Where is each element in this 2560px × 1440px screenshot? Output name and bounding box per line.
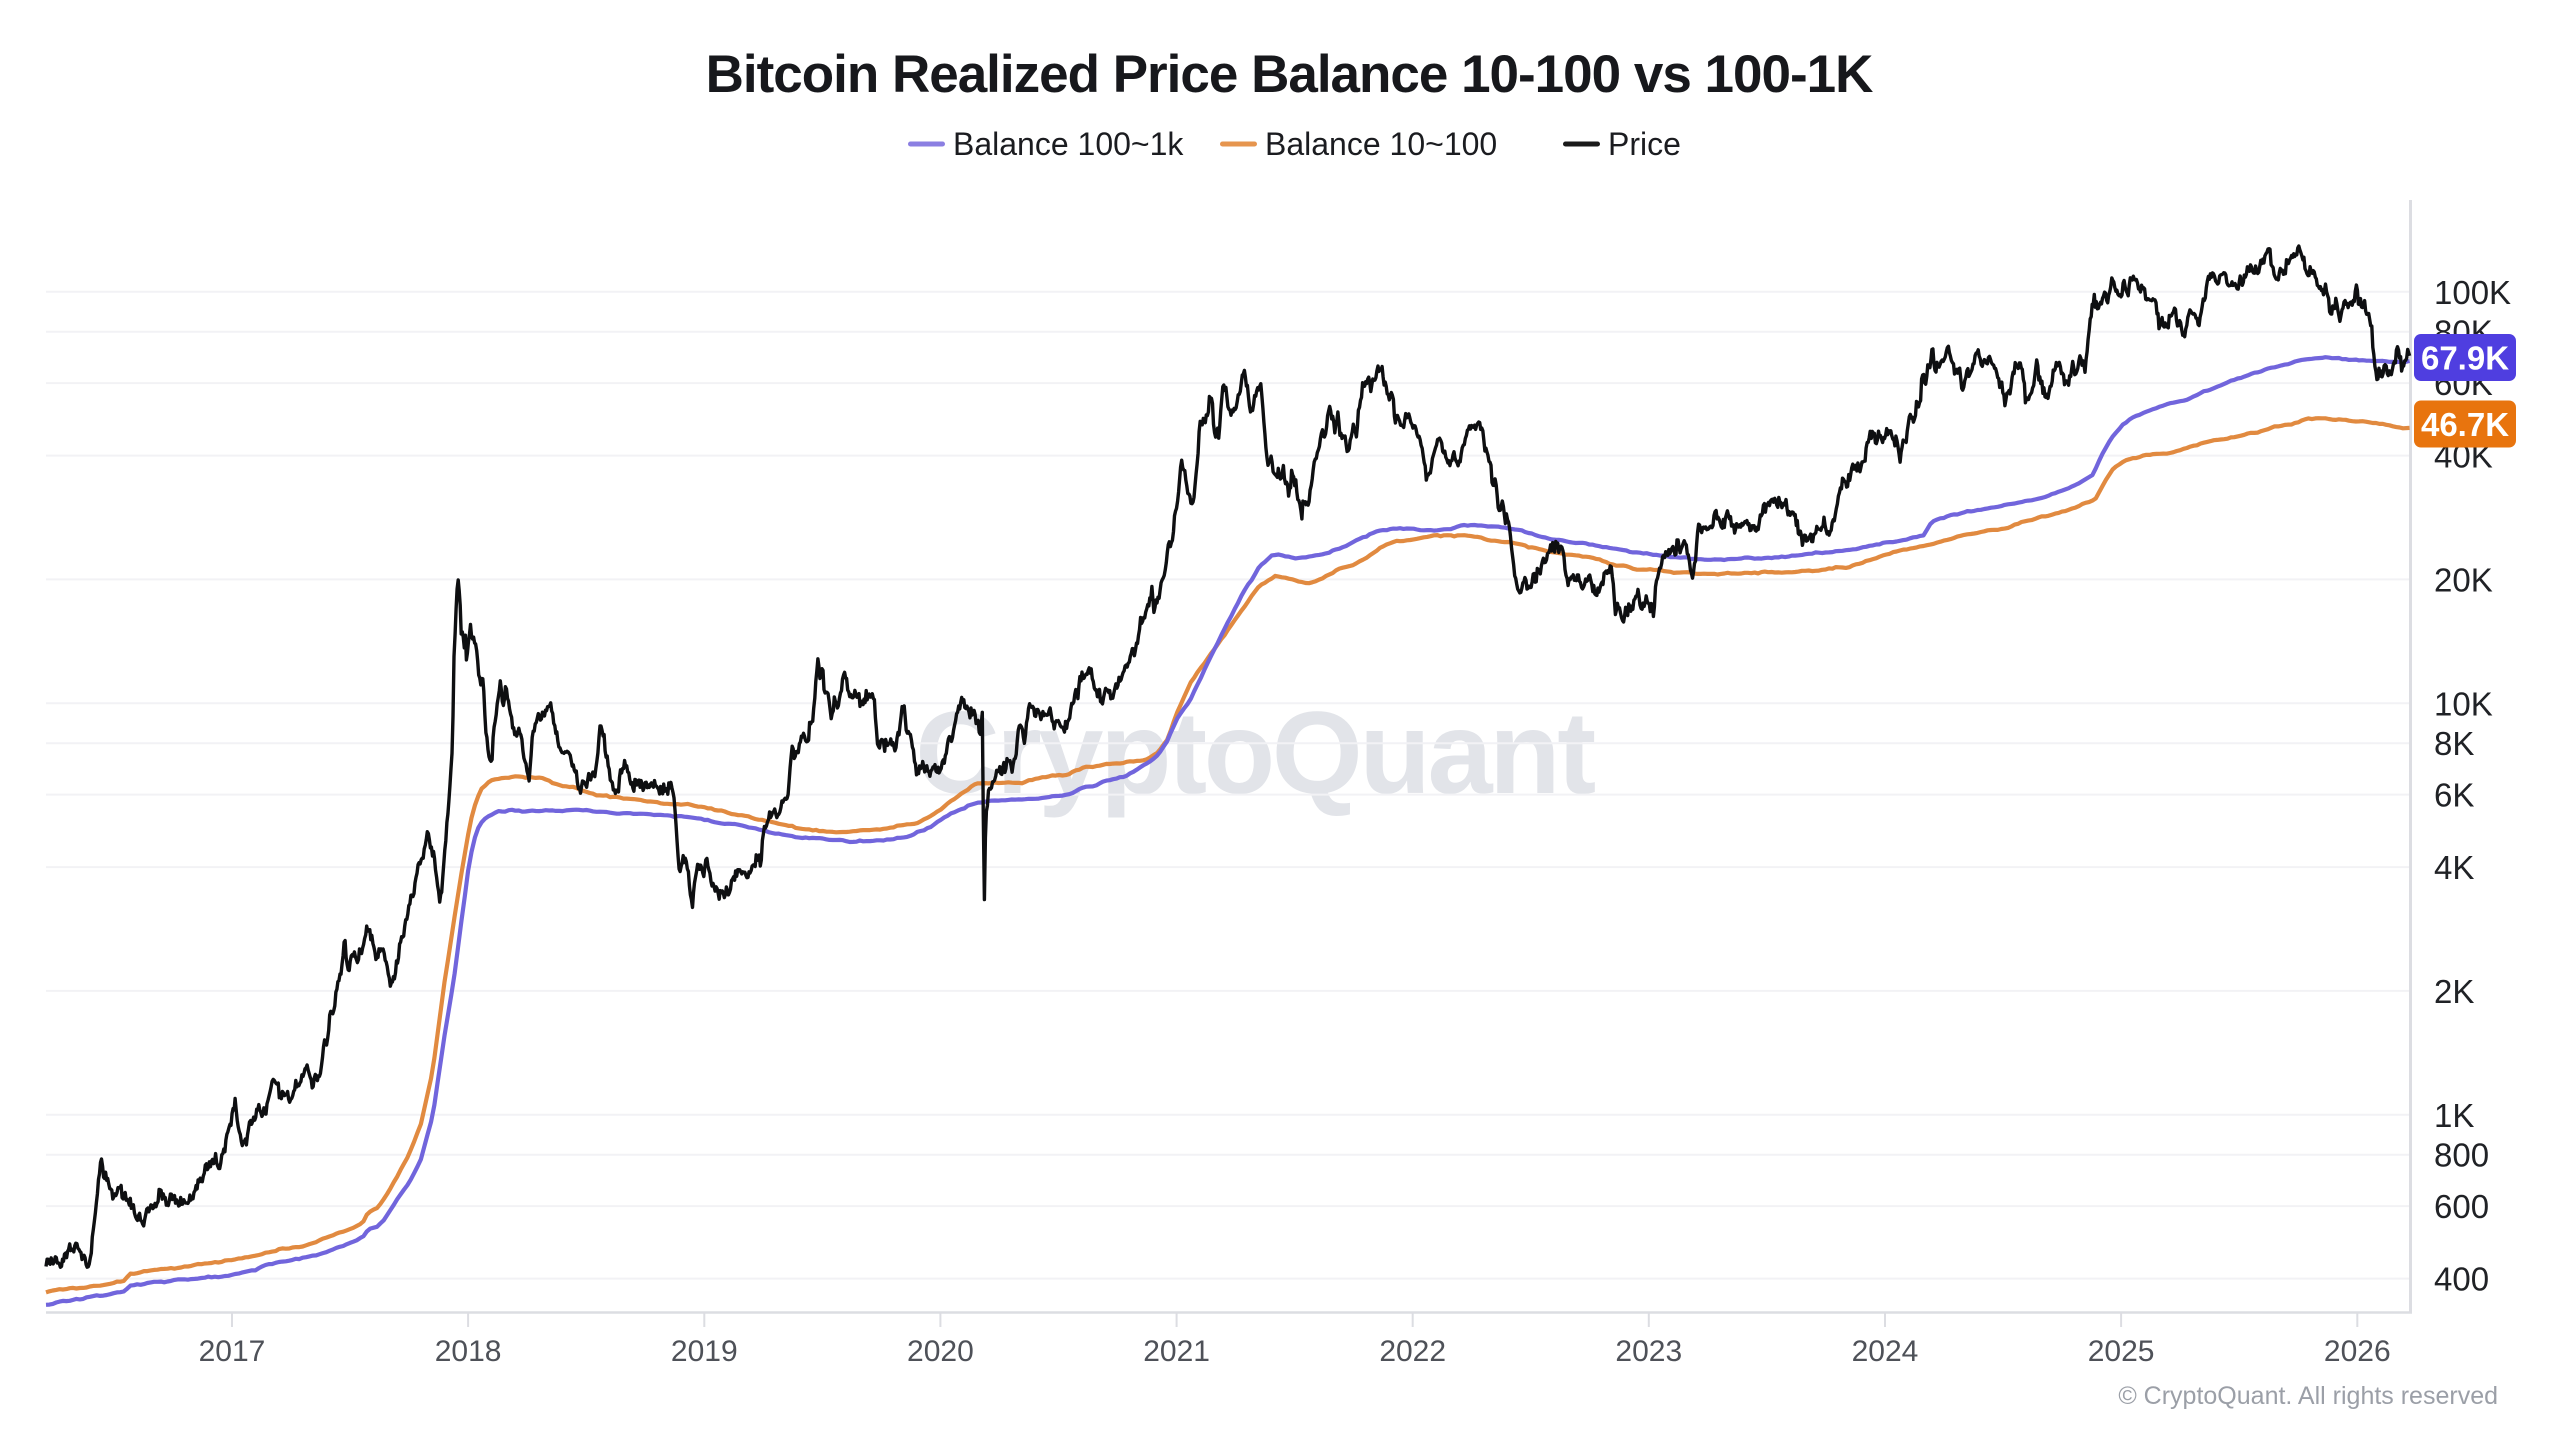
svg-text:20K: 20K [2434, 561, 2493, 598]
svg-text:400: 400 [2434, 1261, 2489, 1298]
svg-text:2023: 2023 [1615, 1335, 1682, 1368]
svg-text:Bitcoin Realized Price Balance: Bitcoin Realized Price Balance 10-100 vs… [706, 45, 1873, 104]
svg-text:8K: 8K [2434, 725, 2474, 762]
svg-text:2017: 2017 [199, 1335, 266, 1368]
svg-text:2026: 2026 [2324, 1335, 2391, 1368]
svg-text:© CryptoQuant. All rights rese: © CryptoQuant. All rights reserved [2118, 1382, 2498, 1410]
svg-text:2019: 2019 [671, 1335, 738, 1368]
svg-text:2022: 2022 [1379, 1335, 1446, 1368]
svg-text:600: 600 [2434, 1188, 2489, 1225]
svg-text:Price: Price [1608, 126, 1681, 162]
svg-text:2018: 2018 [435, 1335, 502, 1368]
svg-text:2021: 2021 [1143, 1335, 1210, 1368]
svg-text:2024: 2024 [1852, 1335, 1919, 1368]
svg-text:46.7K: 46.7K [2421, 406, 2509, 443]
svg-text:2020: 2020 [907, 1335, 974, 1368]
svg-text:67.9K: 67.9K [2421, 340, 2509, 377]
svg-text:800: 800 [2434, 1137, 2489, 1174]
svg-text:Balance 100~1k: Balance 100~1k [953, 126, 1184, 162]
svg-text:1K: 1K [2434, 1097, 2474, 1134]
svg-text:2025: 2025 [2088, 1335, 2155, 1368]
svg-text:10K: 10K [2434, 685, 2493, 722]
svg-text:100K: 100K [2434, 274, 2511, 311]
svg-text:2K: 2K [2434, 973, 2474, 1010]
svg-text:Balance 10~100: Balance 10~100 [1265, 126, 1497, 162]
svg-text:4K: 4K [2434, 849, 2474, 886]
svg-text:6K: 6K [2434, 777, 2474, 814]
